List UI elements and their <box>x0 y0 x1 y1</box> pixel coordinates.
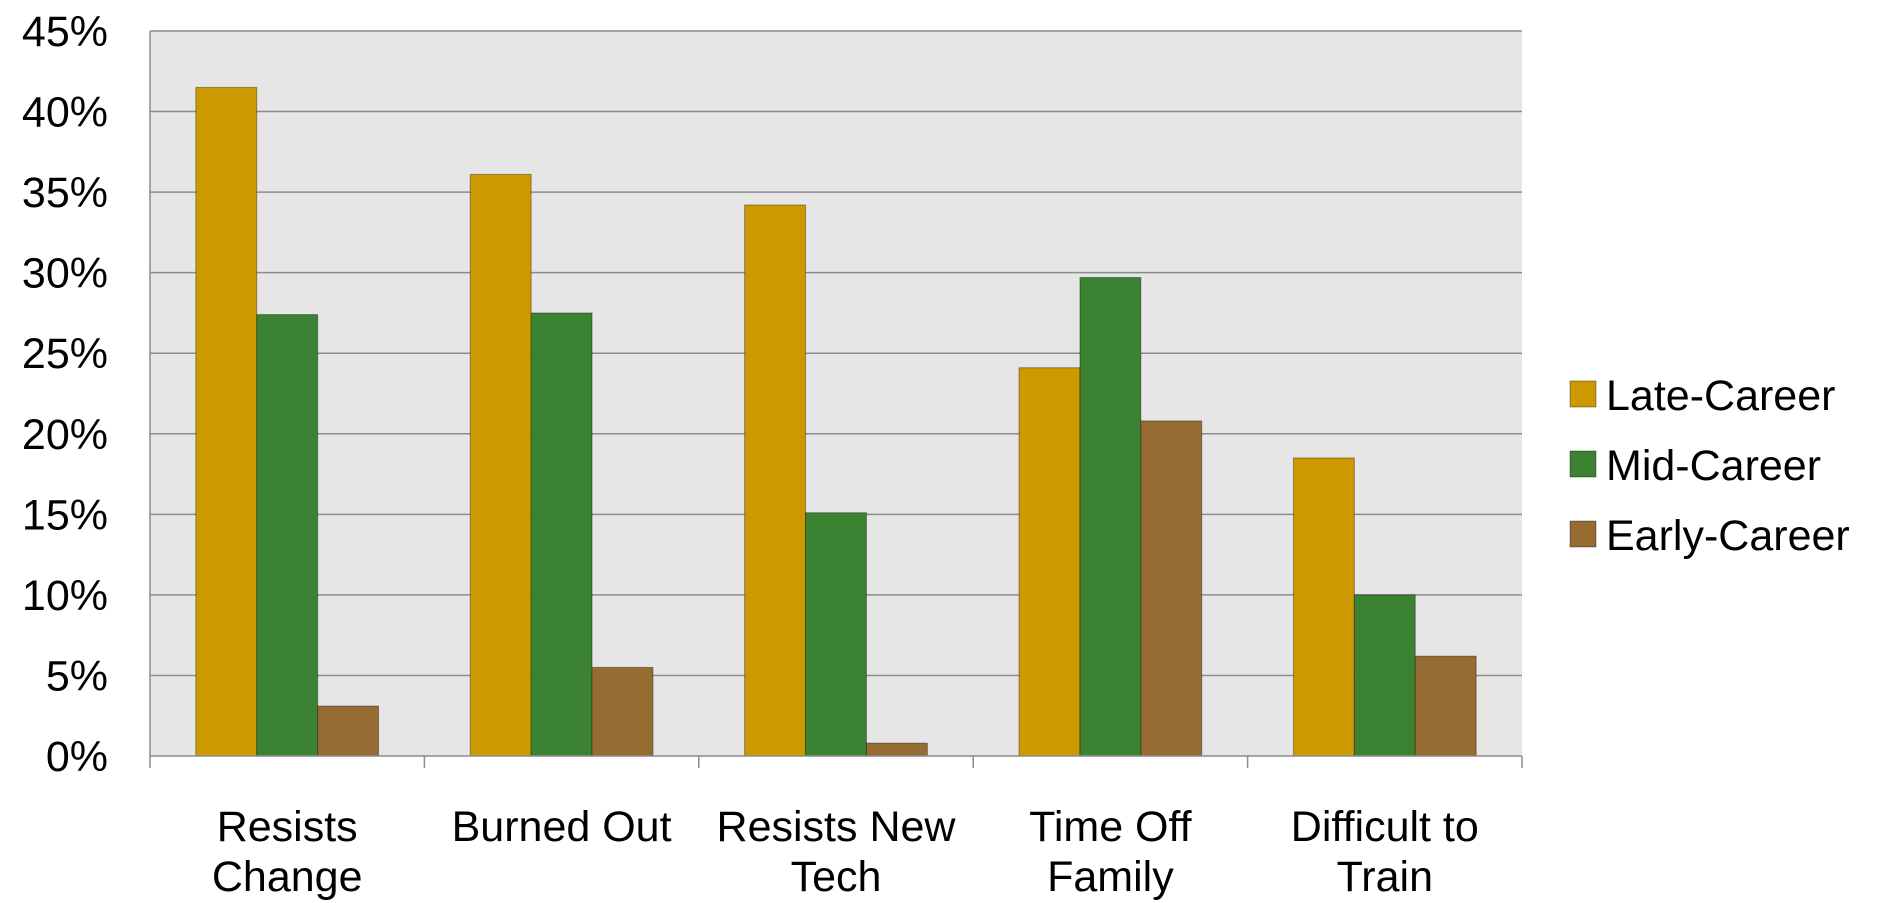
x-category-label: Burned Out <box>452 803 672 851</box>
legend-label-mid-career: Mid-Career <box>1606 442 1821 490</box>
y-tick-label: 10% <box>22 572 108 620</box>
legend-swatch-mid-career <box>1569 450 1597 478</box>
y-tick-label: 20% <box>22 411 108 459</box>
bar-mid-career-2 <box>805 512 867 757</box>
bar-early-career-1 <box>591 666 654 757</box>
bars <box>195 86 1477 757</box>
y-tick-label: 35% <box>22 169 108 217</box>
bar-early-career-4 <box>1414 655 1477 757</box>
x-category-label: Family <box>1047 853 1174 901</box>
bar-mid-career-1 <box>530 312 593 757</box>
x-category-label: Time Off <box>1029 803 1193 851</box>
bar-late-career-2 <box>744 204 807 757</box>
y-tick-label: 30% <box>22 250 108 298</box>
bar-mid-career-3 <box>1079 277 1142 757</box>
bar-late-career-3 <box>1018 367 1081 757</box>
legend-swatch-late-career <box>1569 380 1597 408</box>
bar-mid-career-0 <box>256 314 319 757</box>
bar-mid-career-4 <box>1353 594 1416 757</box>
y-tick-label: 40% <box>22 89 108 137</box>
bar-early-career-0 <box>317 705 380 757</box>
x-category-label: Change <box>212 853 363 901</box>
bar-early-career-2 <box>865 742 928 757</box>
bar-early-career-3 <box>1140 420 1203 757</box>
y-tick-label: 45% <box>22 8 108 56</box>
x-category-label: Train <box>1337 853 1433 901</box>
y-axis-tick-labels: 0% 5% 10% 15% 20% 25% 30% 35% 40% 45% <box>22 8 108 781</box>
x-category-label: Difficult to <box>1291 803 1479 851</box>
legend-label-early-career: Early-Career <box>1606 512 1850 560</box>
x-category-label: Resists New <box>717 803 957 851</box>
y-tick-label: 25% <box>22 330 108 378</box>
y-tick-label: 5% <box>46 652 108 700</box>
bar-late-career-1 <box>469 173 532 757</box>
bar-late-career-4 <box>1292 457 1355 757</box>
y-tick-label: 0% <box>46 733 108 781</box>
y-tick-label: 15% <box>22 491 108 539</box>
x-category-label: Resists <box>217 803 358 851</box>
x-axis <box>149 31 1523 768</box>
x-category-label: Tech <box>791 853 882 901</box>
bar-late-career-0 <box>195 86 258 757</box>
legend: Late-Career Mid-Career Early-Career <box>1569 372 1850 560</box>
legend-swatch-early-career <box>1569 520 1597 548</box>
legend-label-late-career: Late-Career <box>1606 372 1835 420</box>
